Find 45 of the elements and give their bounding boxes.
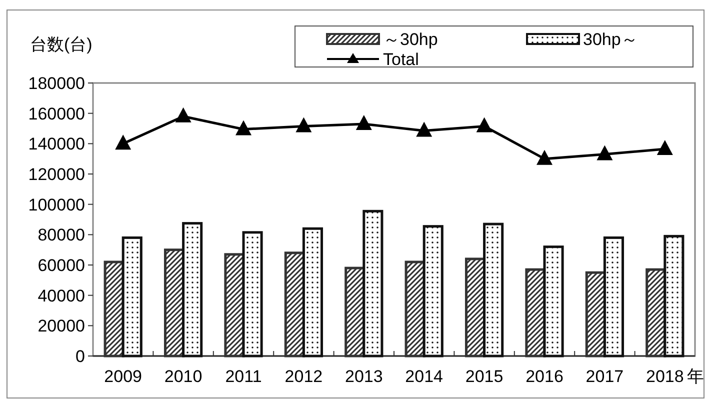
y-tick-label: 40000 [38,286,85,306]
point [356,114,372,130]
bar [664,234,684,358]
bar [182,222,203,358]
y-tick-label: 60000 [38,256,85,275]
bar [422,225,444,358]
bar [483,222,504,358]
legend-label: ～30hp [383,30,438,49]
point [236,120,252,136]
y-tick-label: 0 [76,347,85,366]
bar [122,236,142,358]
point [175,107,192,122]
point [476,117,492,132]
y-tick-label: 20000 [38,316,85,336]
y-tick-label: 140000 [28,134,85,154]
y-tick-label: 120000 [28,165,85,184]
x-tick-label: 2016 [526,367,564,386]
x-tick-label: 2011 [225,367,262,386]
bar [543,246,564,358]
bar [362,210,384,358]
y-tick-label: 160000 [28,104,85,124]
bar [242,231,263,358]
point [416,122,432,137]
x-tick-label: 2012 [284,367,323,386]
x-tick-label: 2018 [646,367,684,386]
x-tick-label: 2009 [104,367,142,386]
point [536,150,552,165]
point [596,145,613,160]
x-tick-label: 2014 [405,367,444,386]
y-tick-label: 80000 [38,226,85,245]
y-tick-label: 180000 [28,74,85,93]
point [115,134,132,150]
legend-label: 30hp～ [583,30,638,49]
point [296,117,312,132]
y-axis-title: 台数(台) [30,35,92,54]
x-tick-label: 2015 [465,367,504,386]
point [656,140,673,155]
x-axis-title: 年 [686,367,704,386]
bar [603,236,624,358]
x-tick-label: 2013 [344,367,383,386]
legend-label: Total [383,50,419,69]
y-tick-label: 100000 [28,195,85,214]
x-tick-label: 2017 [586,367,624,386]
x-tick-label: 2010 [164,367,202,386]
bar [302,227,324,358]
